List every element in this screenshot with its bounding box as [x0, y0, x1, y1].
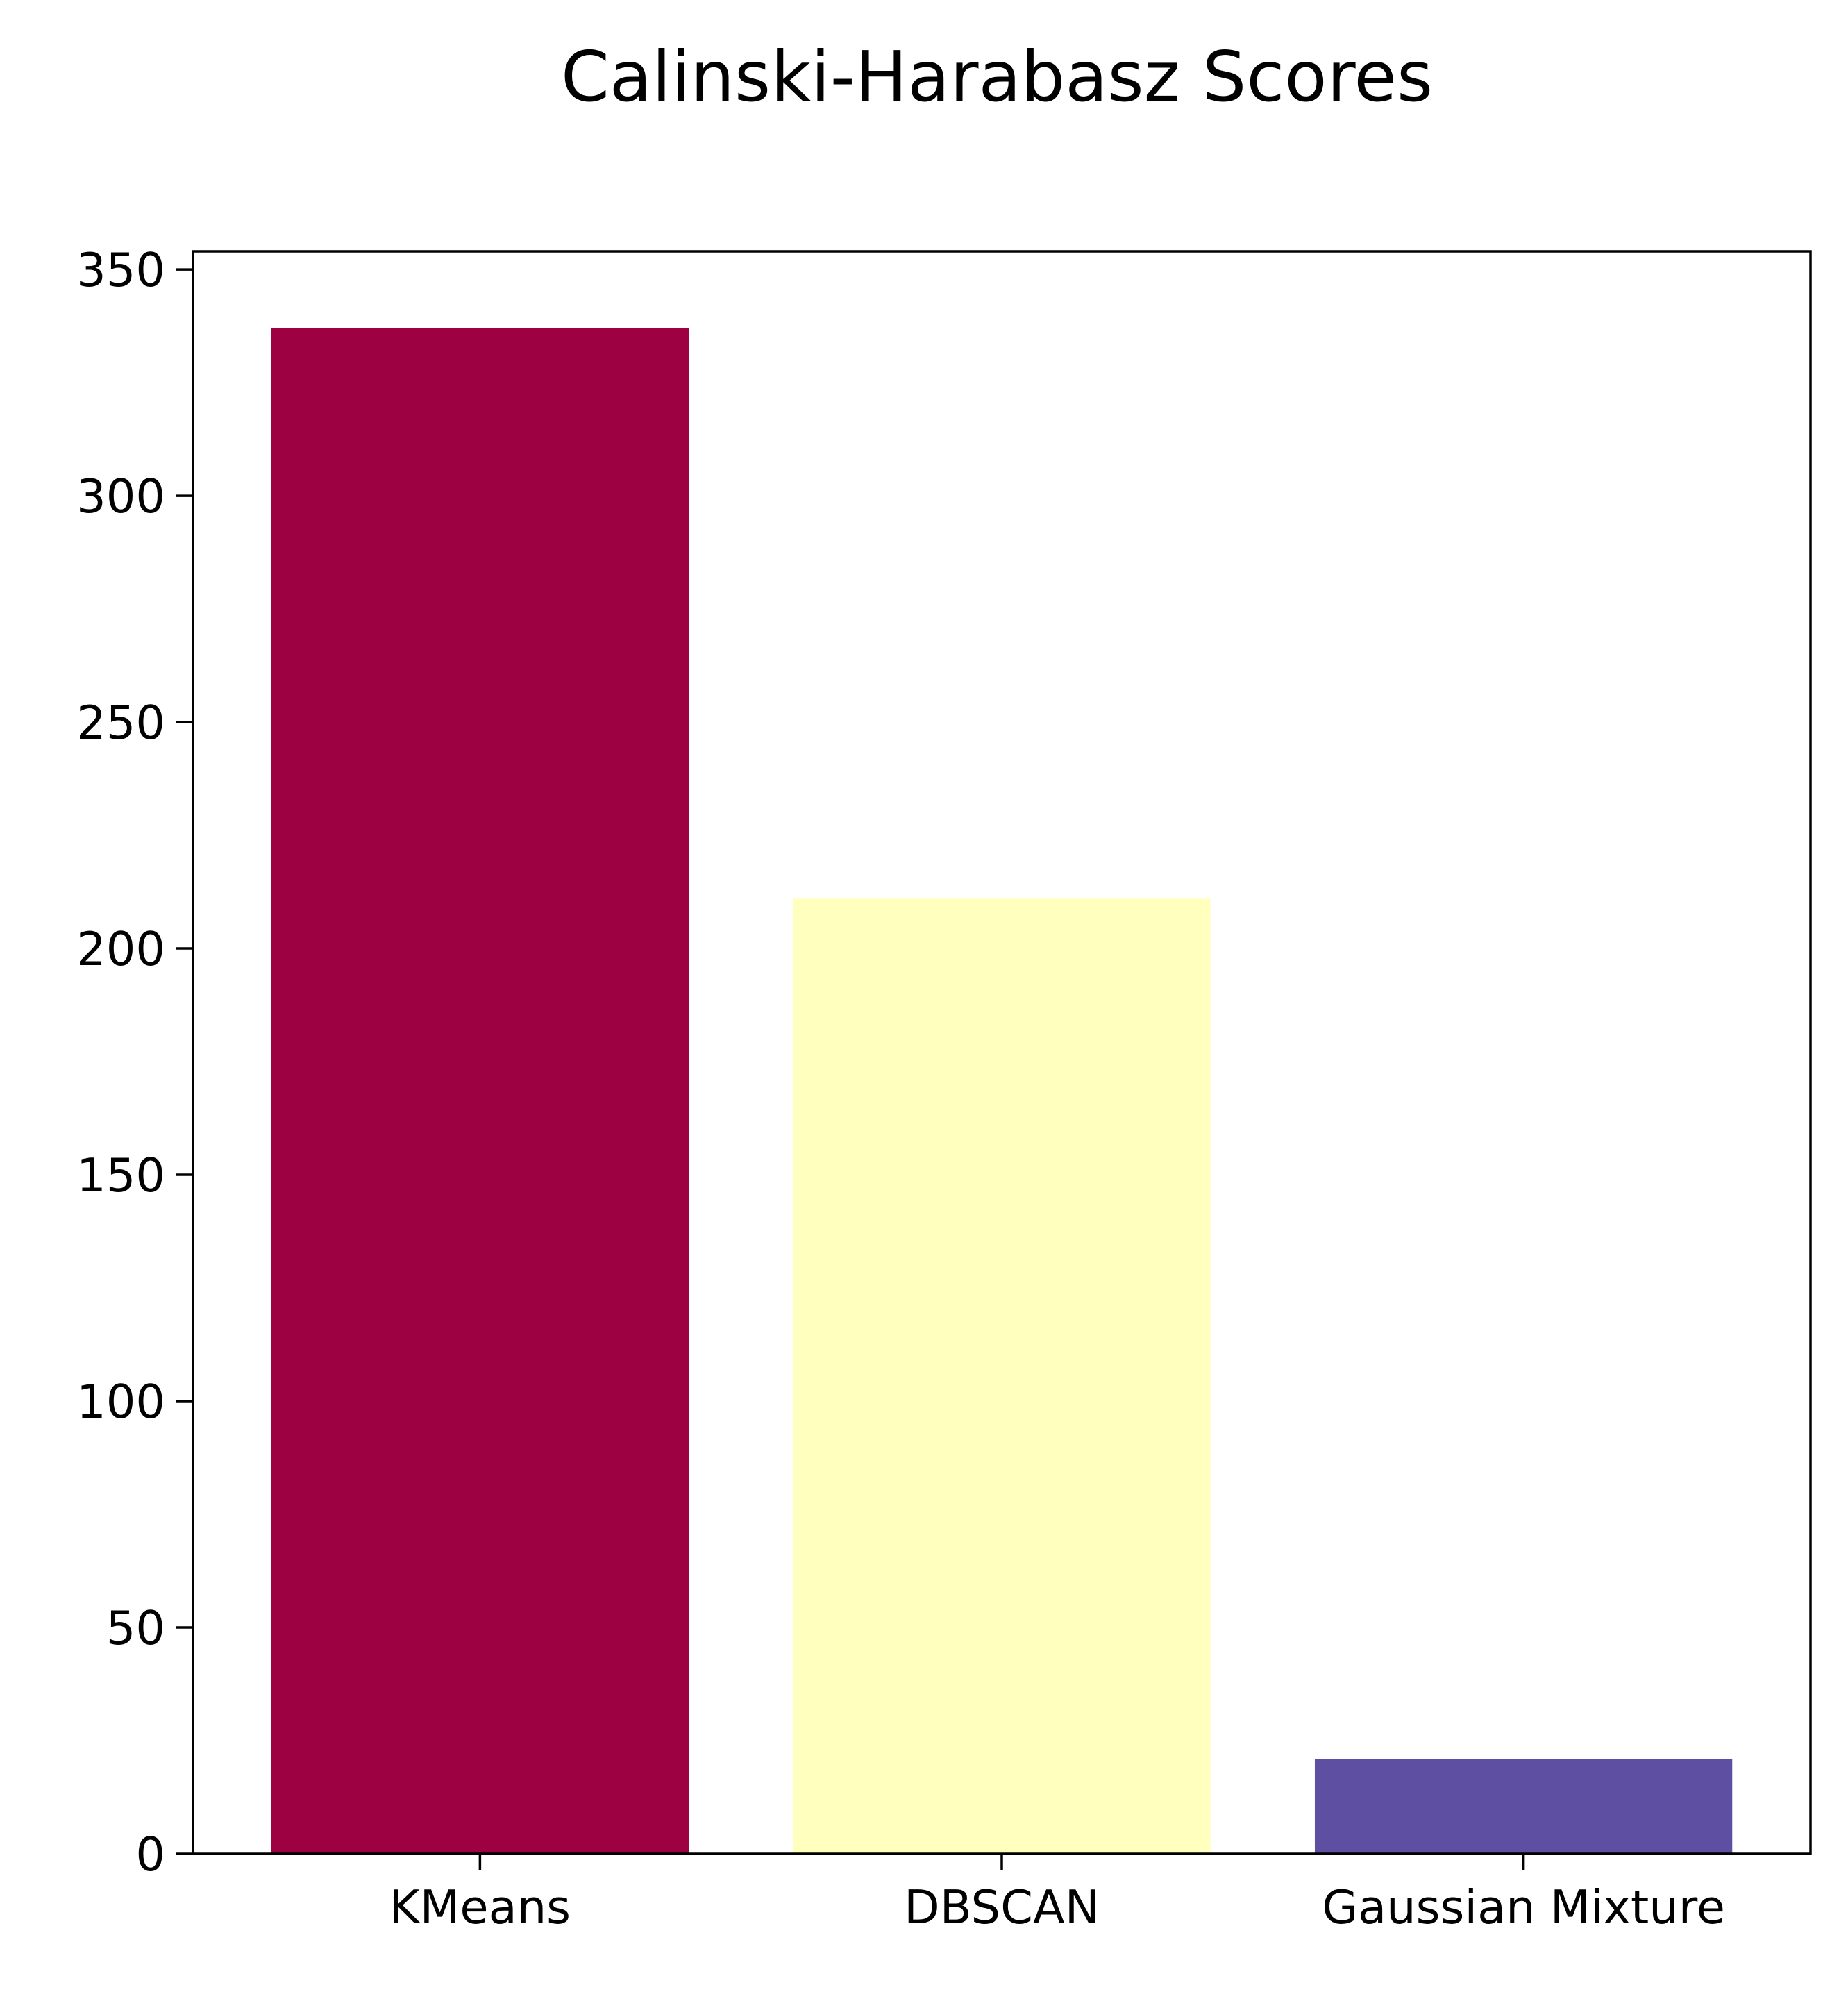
plot-frame	[192, 250, 1812, 1855]
y-tick-label: 350	[76, 243, 165, 297]
y-axis: 0 50 100 150 200 250 300 350	[76, 243, 193, 1882]
y-tick-label: 150	[76, 1148, 165, 1203]
y-tick-label: 50	[106, 1601, 165, 1655]
y-tick-label: 250	[76, 696, 165, 750]
bar-dbscan	[793, 898, 1211, 1854]
y-tick-label: 100	[76, 1375, 165, 1429]
y-tick-label: 300	[76, 469, 165, 524]
x-axis: KMeans DBSCAN Gaussian Mixture	[389, 1854, 1725, 1934]
bars-group	[271, 328, 1733, 1854]
bar-kmeans	[271, 328, 689, 1854]
y-tick-label: 200	[76, 922, 165, 976]
x-tick-label: Gaussian Mixture	[1322, 1880, 1725, 1934]
x-tick-label: DBSCAN	[904, 1880, 1100, 1934]
chart-title: Calinski-Harabasz Scores	[561, 36, 1433, 117]
bar-gaussian-mixture	[1314, 1759, 1733, 1854]
y-tick-label: 0	[135, 1827, 165, 1882]
x-tick-label: KMeans	[389, 1880, 571, 1934]
